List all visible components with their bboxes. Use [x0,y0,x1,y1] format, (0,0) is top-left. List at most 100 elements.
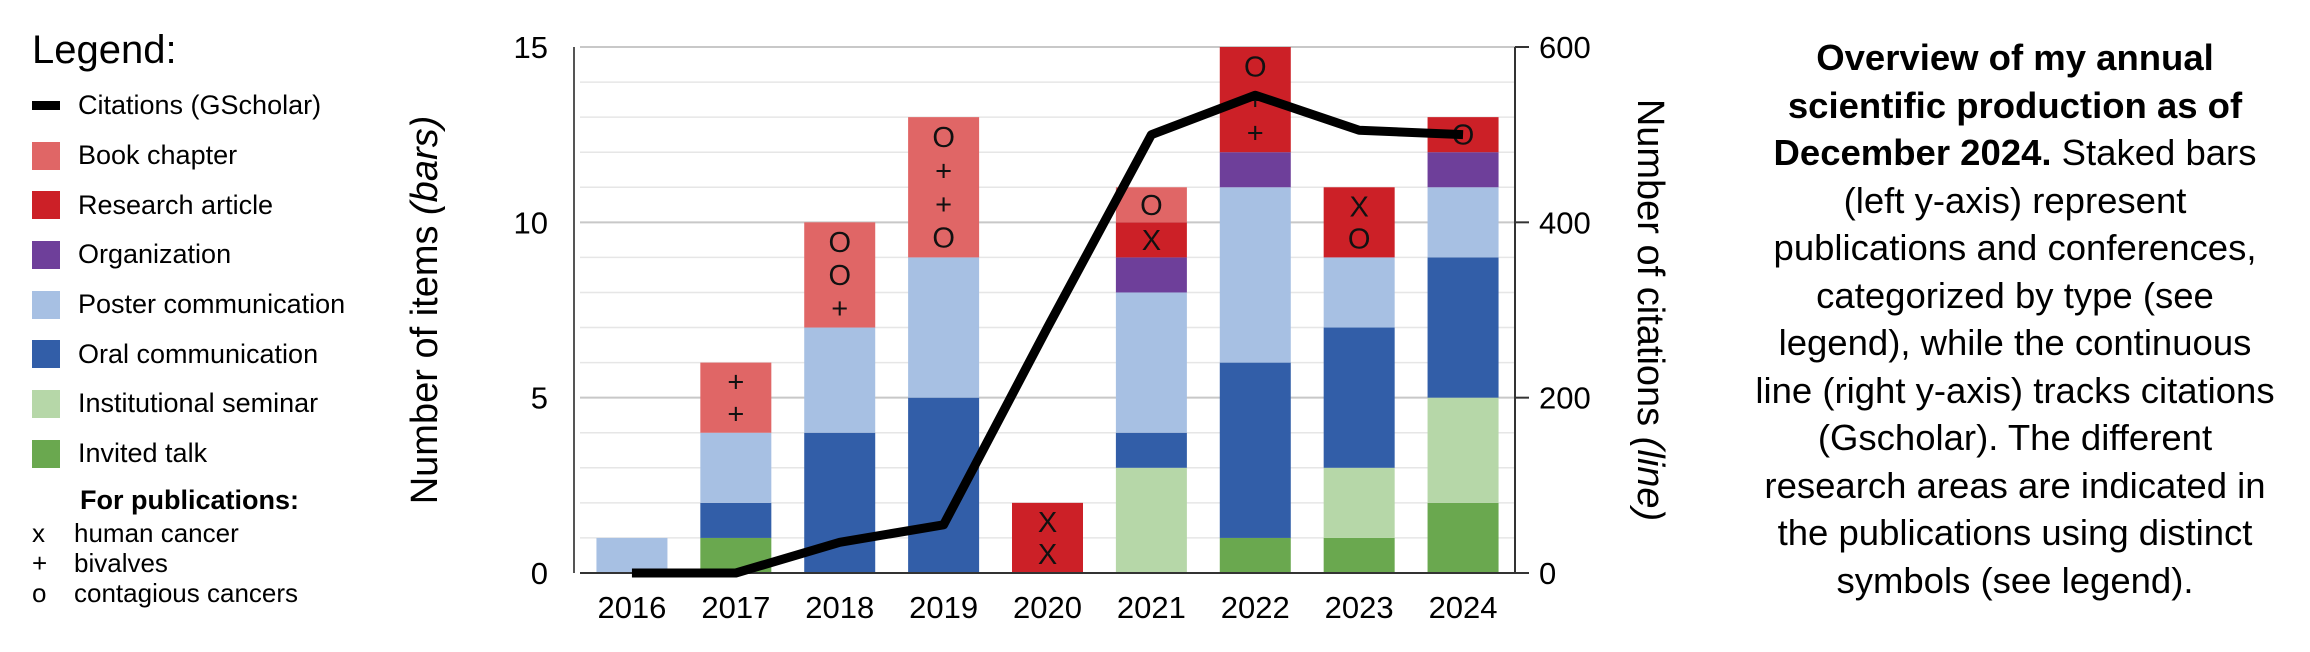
bar-segment [700,432,772,503]
bar-segment [596,537,668,573]
legend-swatch [32,439,60,468]
bar-annotation-symbol: + [727,399,744,431]
legend-swatch [32,389,60,418]
bar-annotation-symbol: X [1349,191,1368,223]
y-left-tick-label: 5 [531,381,548,416]
caption-text: Staked bars (left y-axis) represent publ… [1755,132,2275,601]
x-tick-label: 2017 [701,590,770,625]
legend-label: Organization [78,239,232,270]
legend-swatch [32,101,60,111]
legend-items: Citations (GScholar) Book chapter Research… [32,81,392,479]
bar-annotation-symbol: + [727,367,744,399]
legend-item: Invited talk [32,429,392,479]
bar-segment [1323,537,1395,573]
x-tick-label: 2022 [1221,590,1290,625]
bar-annotation-symbol: O [932,222,955,254]
bars [596,47,1499,573]
citations-line-group [631,90,1464,578]
y-left-tick-label: 0 [531,556,548,591]
tick-labels: 0 5 10 15 0 200 400 600 2016 2017 2018 2019 2020 2021… [514,30,1591,625]
legend-symbol: x [32,517,45,548]
bar-annotation-symbol: X [1142,225,1161,257]
legend-item: Organization [32,230,392,280]
bar-segment [700,502,772,538]
bar-segment [804,222,876,328]
x-tick-label: 2018 [805,590,874,625]
bar-segment [1219,152,1291,188]
bar-segment [1323,257,1395,328]
bar-annotation-symbol: O [1244,52,1267,84]
legend-item: Book chapter [32,131,392,181]
bar-segment [1219,187,1291,363]
bar-segment [1115,432,1187,468]
legend-label: Book chapter [78,140,238,171]
bar-segment [1323,327,1395,468]
bar-segment [1427,397,1499,503]
bar-segment [1115,222,1187,258]
x-tick-label: 2024 [1429,590,1498,625]
y-right-tick-label: 600 [1539,30,1591,65]
legend-swatch [32,141,60,170]
legend-symbol: o [32,577,47,608]
x-tick-label: 2019 [909,590,978,625]
bar-segment [1427,187,1499,258]
caption: Overview of my annual scientific product… [1755,34,2275,604]
legend-title: Legend: [32,28,177,72]
citations-line [631,90,1464,578]
bar-annotation-symbol: + [935,189,952,221]
legend-label: Citations (GScholar) [78,90,322,121]
bar-annotation-symbol: O [1348,223,1371,255]
bar-annotation-symbol: O [932,122,955,154]
legend-symbol-item: + bivalves [32,548,392,578]
bar-annotation-symbol: X [1038,539,1057,571]
axis-labels: Number of items (bars) Number of citation… [404,99,1671,521]
bar-annotation-symbol: O [828,227,851,259]
legend-symbol-label: bivalves [74,547,168,578]
legend-symbol: + [32,547,48,578]
bar-annotation-symbol: X [1038,507,1057,539]
x-tick-label: 2023 [1325,590,1394,625]
bar-segment [804,327,876,433]
legend-label: Poster communication [78,289,346,320]
legend-symbol-label: contagious cancers [74,577,299,608]
x-tick-label: 2020 [1013,590,1082,625]
y-left-axis-label-text: Number of items [404,215,446,504]
legend-symbols: x human cancer + bivalves o contagious cancer… [32,518,392,608]
y-right-axis-label-italic: (line) [1629,437,1671,521]
bar-annotation-symbol: + [831,293,848,325]
legend-label: Oral communication [78,338,319,369]
legend-item: Citations (GScholar) [32,81,392,131]
bar-segment [1323,467,1395,538]
bar-segment [1427,152,1499,188]
bar-segment [1219,537,1291,573]
legend-symbol-item: o contagious cancers [32,578,392,608]
bar-annotation-symbol: O [828,260,851,292]
legend-label: Institutional seminar [78,388,319,419]
legend-swatch [32,290,60,319]
legend-swatch [32,191,60,220]
bar-annotation-symbol: + [1247,117,1264,149]
caption-bold: Overview of my annual scientific product… [1773,37,2243,173]
bar-segment [1115,187,1187,223]
bar-annotation-symbol: O [1140,190,1163,222]
y-right-axis-label: Number of citations (line) [1629,99,1671,521]
legend-symbol-item: x human cancer [32,518,392,548]
legend-label: Research article [78,189,274,220]
y-right-axis-label-text: Number of citations [1629,99,1671,437]
bar-annotation-symbol: O [1452,120,1475,152]
legend: Legend: Citations (GScholar) Book chapter… [32,28,392,608]
legend-item: Institutional seminar [32,379,392,429]
bar-segment [908,117,980,258]
bar-annotation-symbol: + [935,156,952,188]
legend-item: Poster communication [32,280,392,330]
x-tick-label: 2016 [597,590,666,625]
bar-segment [1115,467,1187,573]
y-left-tick-label: 15 [514,30,548,65]
bar-segment [1323,187,1395,258]
bar-segment [1115,257,1187,293]
bar-segment [1427,502,1499,573]
legend-label: Invited talk [78,438,208,469]
bar-segment [1427,257,1499,398]
